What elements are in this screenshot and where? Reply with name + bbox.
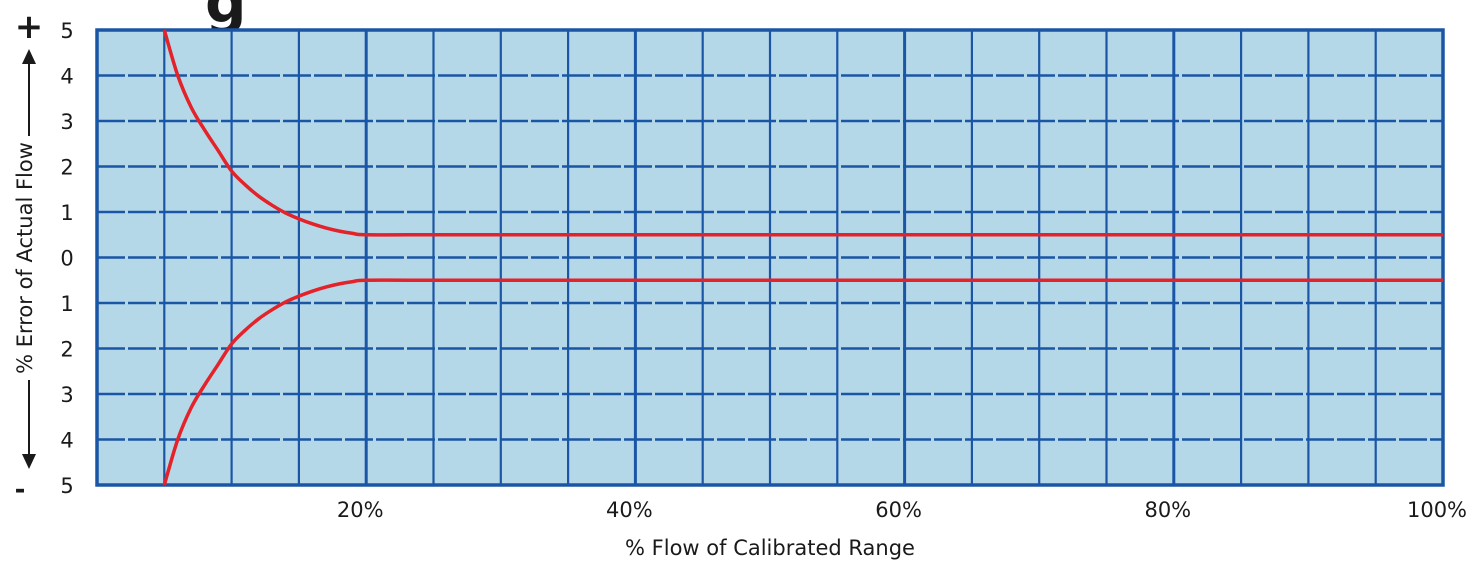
down-arrow-icon xyxy=(22,454,36,469)
x-tick-label: 80% xyxy=(1144,498,1191,522)
up-arrow-icon xyxy=(22,49,36,64)
y-tick-label: 3 xyxy=(60,110,73,134)
x-axis: 20% 40% 60% 80% 100% xyxy=(337,498,1467,522)
y-tick-label: 1 xyxy=(60,201,73,225)
y-axis: 5 4 3 2 1 0 1 2 3 4 5 xyxy=(60,19,73,498)
y-tick-label: 5 xyxy=(60,19,73,43)
y-axis-label: % Error of Actual Flow xyxy=(13,142,37,374)
upper-error-curve xyxy=(162,29,1443,237)
y-tick-label: 5 xyxy=(60,474,73,498)
y-tick-label: 2 xyxy=(60,156,73,180)
x-tick-label: 40% xyxy=(606,498,653,522)
y-axis-minus-sign: - xyxy=(15,475,26,505)
plot-area xyxy=(95,28,1445,487)
y-tick-label: 1 xyxy=(60,292,73,316)
plot-border xyxy=(95,28,1445,487)
y-axis-arrows xyxy=(22,49,36,469)
y-tick-label: 4 xyxy=(60,429,73,453)
x-axis-label: % Flow of Calibrated Range xyxy=(625,536,915,560)
y-tick-label: 4 xyxy=(60,65,73,89)
x-tick-label: 60% xyxy=(875,498,922,522)
y-tick-label: 0 xyxy=(60,247,73,271)
y-axis-plus-sign: + xyxy=(15,7,44,47)
x-tick-label: 100% xyxy=(1407,498,1467,522)
lower-error-curve xyxy=(162,278,1443,486)
x-tick-label: 20% xyxy=(337,498,384,522)
y-tick-label: 3 xyxy=(60,383,73,407)
y-tick-label: 2 xyxy=(60,338,73,362)
